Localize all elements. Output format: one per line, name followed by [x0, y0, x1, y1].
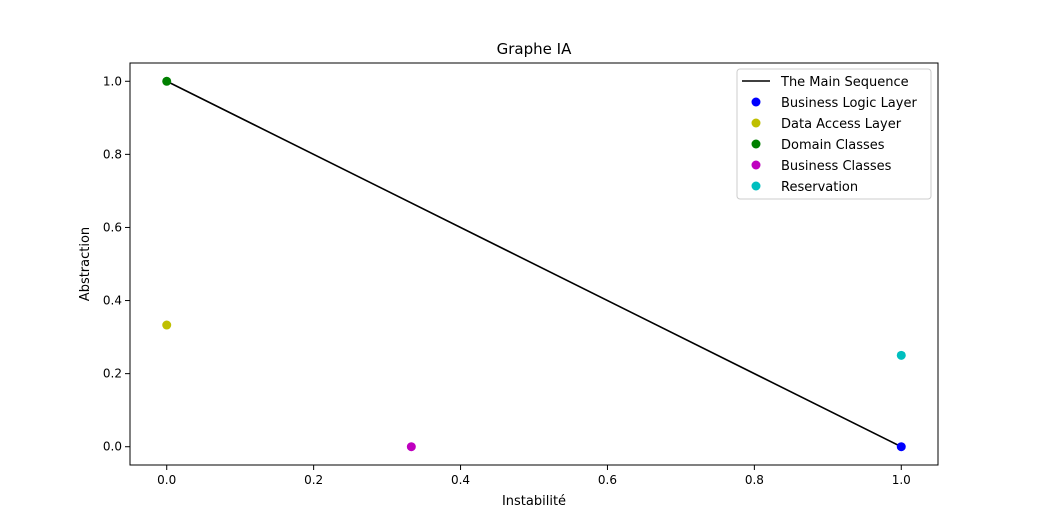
legend-marker-domain-classes — [751, 139, 761, 149]
plot-area — [162, 76, 906, 452]
main-sequence-line — [166, 80, 902, 448]
legend-marker-data-access-layer — [751, 118, 761, 128]
legend-marker-business-classes — [751, 160, 761, 170]
y-tick-label: 0.8 — [103, 147, 122, 161]
x-tick-label: 1.0 — [892, 473, 911, 487]
y-axis-label: Abstraction — [78, 227, 93, 301]
y-axis: 0.0 0.2 0.4 0.6 0.8 1.0 — [103, 74, 130, 454]
point-domain-classes — [162, 76, 172, 86]
chart-title: Graphe IA — [497, 40, 572, 58]
legend-label-business-classes: Business Classes — [781, 159, 892, 174]
point-business-classes — [406, 442, 416, 452]
legend-marker-reservation — [751, 181, 761, 191]
point-reservation — [896, 350, 906, 360]
x-tick-label: 0.8 — [745, 473, 764, 487]
x-tick-label: 0.0 — [157, 473, 176, 487]
legend-label-domain-classes: Domain Classes — [781, 138, 885, 153]
legend-marker-business-logic-layer — [751, 97, 761, 107]
y-tick-label: 0.0 — [103, 440, 122, 454]
x-axis: 0.0 0.2 0.4 0.6 0.8 1.0 — [157, 465, 911, 487]
legend-label-reservation: Reservation — [781, 180, 858, 195]
plot-frame — [129, 62, 939, 466]
y-tick-label: 0.4 — [103, 294, 122, 308]
legend-box — [736, 68, 932, 200]
x-tick-label: 0.2 — [304, 473, 323, 487]
legend: The Main Sequence Business Logic Layer Dat… — [736, 68, 932, 200]
x-tick-label: 0.6 — [598, 473, 617, 487]
legend-label-main-sequence: The Main Sequence — [780, 75, 909, 90]
x-tick-label: 0.4 — [451, 473, 470, 487]
y-tick-label: 0.6 — [103, 220, 122, 234]
legend-label-business-logic-layer: Business Logic Layer — [781, 96, 917, 111]
x-axis-label: Instabilité — [502, 494, 566, 509]
point-business-logic-layer — [896, 442, 906, 452]
legend-label-data-access-layer: Data Access Layer — [781, 117, 902, 132]
point-data-access-layer — [162, 320, 172, 330]
y-tick-label: 1.0 — [103, 74, 122, 88]
y-tick-label: 0.2 — [103, 367, 122, 381]
